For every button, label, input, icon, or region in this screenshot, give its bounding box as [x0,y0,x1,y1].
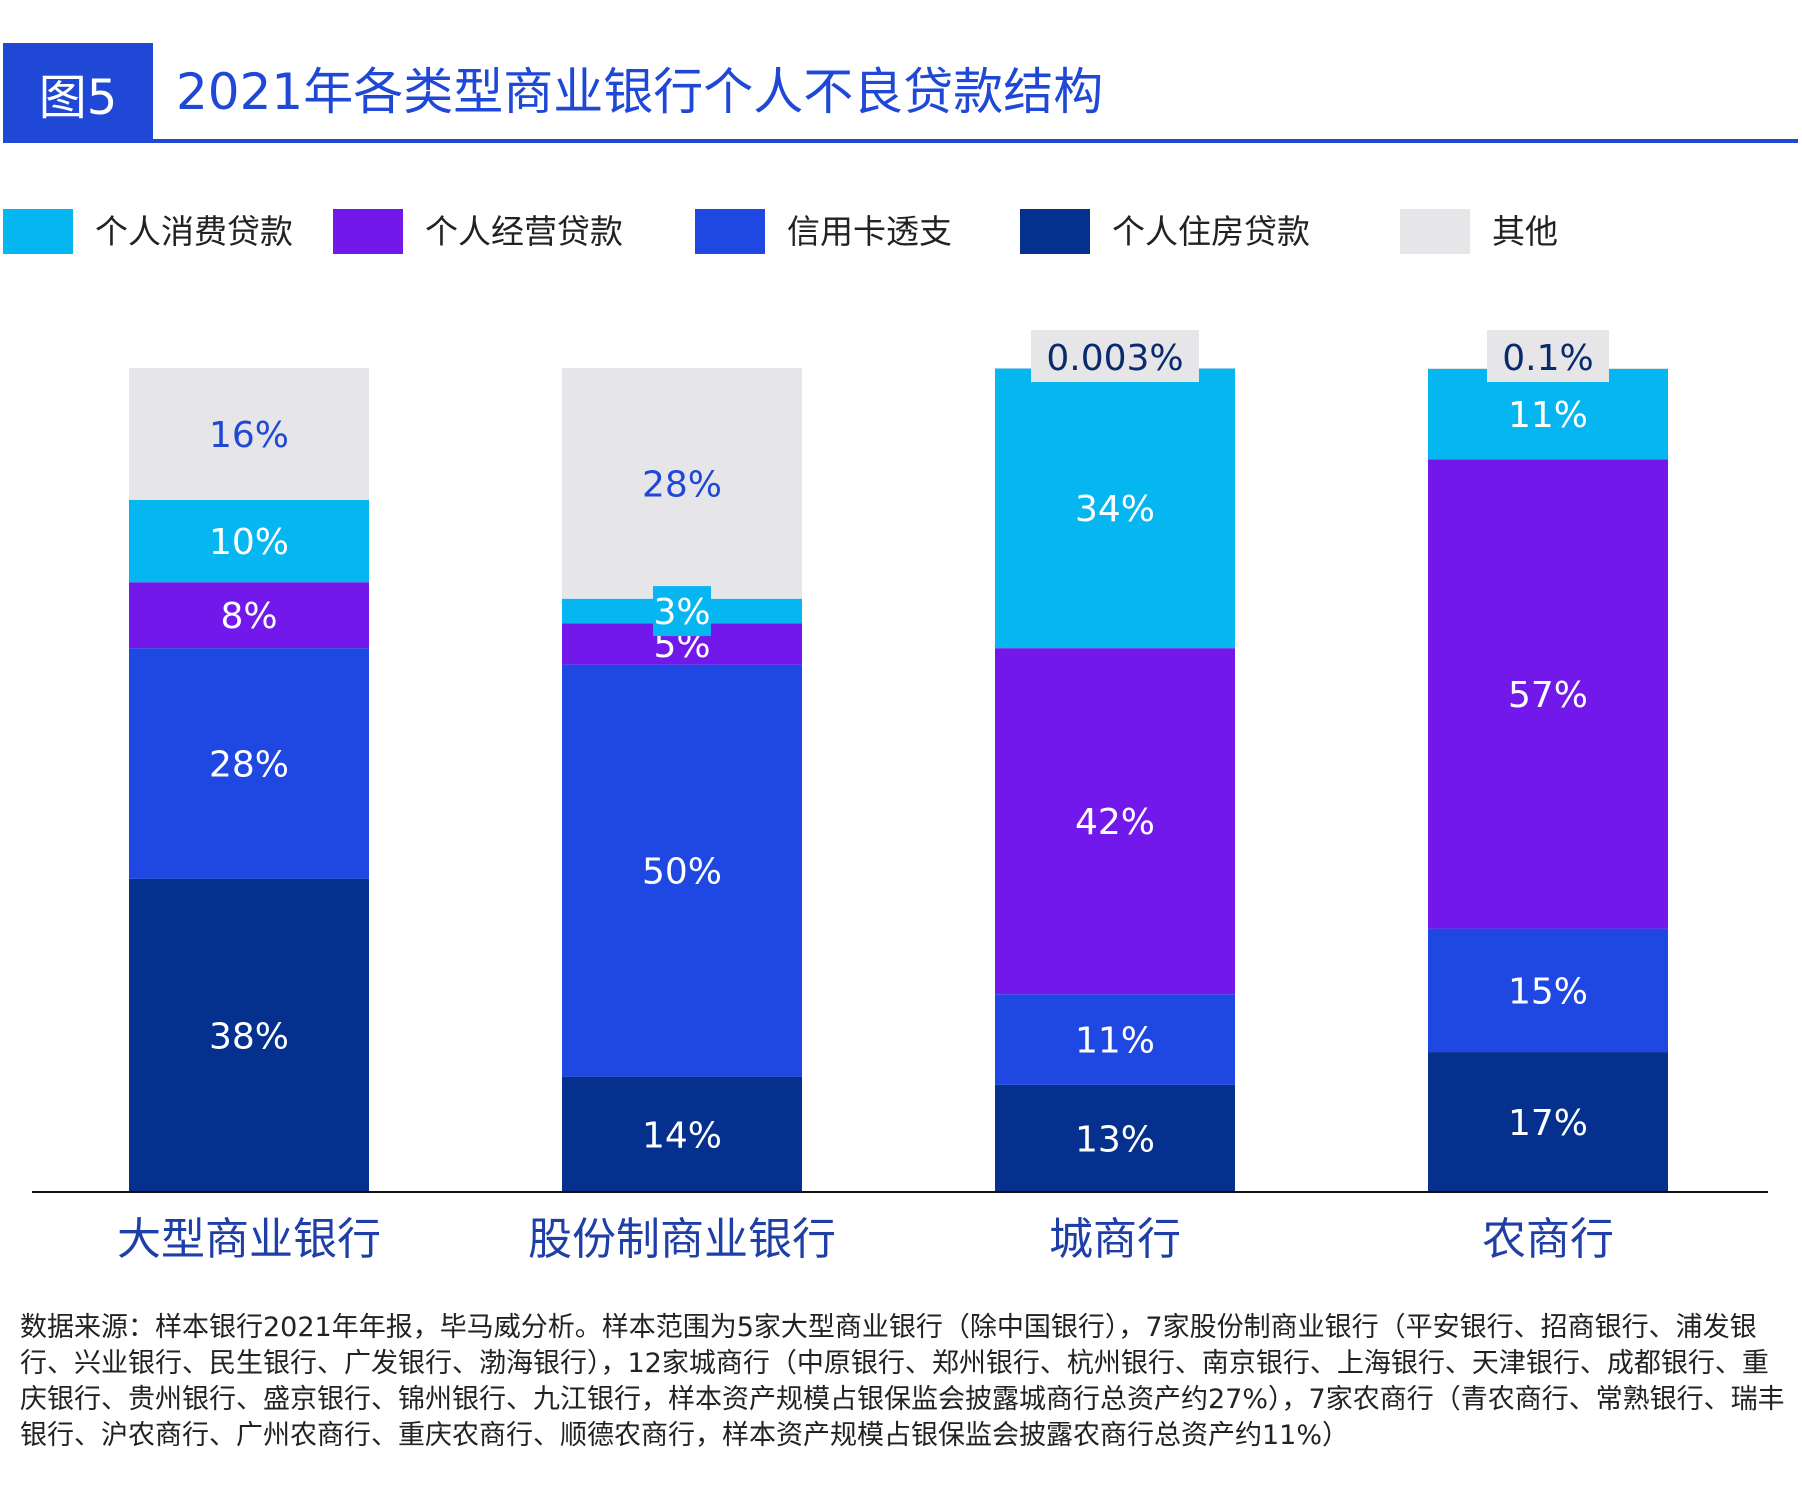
data-label-business: 8% [220,596,277,637]
legend-swatch-other [1400,209,1470,254]
bar-segment-business [1428,459,1668,929]
chart-legend: 个人消费贷款 个人经营贷款 信用卡透支 个人住房贷款 其他 [3,209,1558,254]
bar-segment-business [129,582,369,649]
bar-segment-business [995,648,1235,995]
stacked-bar-chart: 个人消费贷款 个人经营贷款 信用卡透支 个人住房贷款 其他 38% 28% 8% 10% 16%… [3,209,1768,1265]
x-tick-label: 城商行 [1049,1214,1181,1265]
data-label-mortgage: 14% [642,1115,722,1156]
title-divider [3,139,1798,143]
bar-segment-credit_card [995,994,1235,1085]
legend-label-other: 其他 [1492,212,1558,251]
legend-label-business: 个人经营贷款 [425,212,623,251]
data-label-box-other [1487,330,1609,382]
x-tick-label: 大型商业银行 [117,1214,381,1265]
data-label-mortgage: 13% [1075,1119,1155,1160]
data-label-credit_card: 50% [642,852,722,893]
bar-segment-credit_card [1428,928,1668,1053]
x-tick-label: 农商行 [1482,1214,1614,1265]
data-label-box-consumer [653,586,711,637]
chart-title: 2021年各类型商业银行个人不良贷款结构 [176,63,1104,121]
data-label-mortgage: 17% [1508,1103,1588,1144]
data-label-business: 57% [1508,675,1588,716]
bar-segment-credit_card [129,648,369,879]
data-labels: 38%28%8%10%16%14%50%5%3%28%13%11%42%34%0… [209,330,1609,1160]
source-note: 数据来源：样本银行2021年年报，毕马威分析。样本范围为5家大型商业银行（除中国… [20,1312,1785,1451]
legend-label-consumer: 个人消费贷款 [95,212,293,251]
bar-segment-consumer [129,499,369,583]
legend-label-credit_card: 信用卡透支 [787,212,952,251]
bar-segment-mortgage [129,878,369,1192]
bar-segment-mortgage [995,1084,1235,1192]
data-label-business: 42% [1075,802,1155,843]
data-label-credit_card: 11% [1075,1021,1155,1062]
data-label-consumer: 3% [653,592,710,633]
data-label-consumer: 11% [1508,395,1588,436]
legend-swatch-credit_card [695,209,765,254]
data-label-consumer: 10% [209,522,289,563]
legend-swatch-mortgage [1020,209,1090,254]
bar-segment-other [562,368,802,599]
legend-swatch-business [333,209,403,254]
x-tick-label: 股份制商业银行 [528,1214,836,1265]
data-label-credit_card: 15% [1508,971,1588,1012]
data-label-box-other [1031,330,1199,382]
data-label-other: 16% [209,415,289,456]
x-tick-labels: 大型商业银行 股份制商业银行 城商行 农商行 [117,1214,1614,1265]
legend-label-mortgage: 个人住房贷款 [1112,212,1310,251]
data-label-mortgage: 38% [209,1016,289,1057]
data-label-consumer: 34% [1075,489,1155,530]
data-label-other: 0.1% [1502,338,1593,379]
bar-segment-mortgage [562,1076,802,1192]
chart-bars [129,368,1668,1192]
figure-badge: 图5 [3,43,153,143]
data-label-credit_card: 28% [209,745,289,786]
bar-segment-consumer [1428,368,1668,460]
bar-segment-credit_card [562,664,802,1077]
bar-segment-consumer [995,368,1235,649]
data-label-other: 0.003% [1046,338,1183,379]
bar-segment-mortgage [1428,1052,1668,1192]
legend-swatch-consumer [3,209,73,254]
data-label-other: 28% [642,464,722,505]
bar-segment-other [129,368,369,500]
